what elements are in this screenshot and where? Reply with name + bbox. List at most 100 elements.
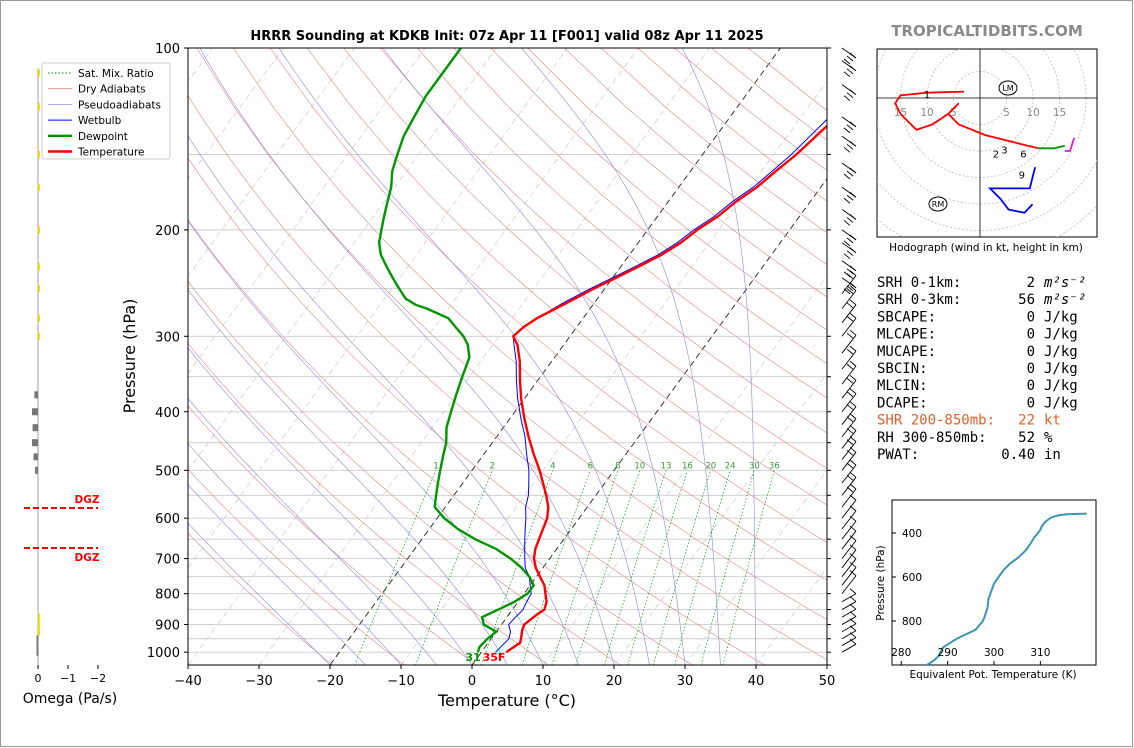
barb-staff — [841, 530, 857, 550]
dry-adiabat — [188, 343, 549, 665]
thetae-x-tick-label: 290 — [938, 647, 958, 659]
wind-barb — [841, 483, 857, 508]
barb-staff — [841, 601, 857, 610]
y-tick-label: 300 — [155, 330, 180, 345]
wind-barb — [841, 329, 857, 354]
barb-flag — [846, 68, 854, 75]
wind-barb — [841, 494, 857, 519]
dry-adiabat — [453, 48, 827, 364]
omega-bar — [36, 642, 39, 650]
barb-flag — [849, 535, 857, 541]
wind-barb — [841, 632, 857, 646]
wind-barb — [841, 242, 857, 260]
mixing-ratio-label: 8 — [615, 461, 620, 471]
barb-flag — [843, 146, 851, 153]
wind-barb — [841, 84, 857, 102]
mixing-ratio-line — [652, 470, 712, 665]
barb-staff — [841, 643, 857, 653]
wind-barb — [841, 553, 857, 577]
barb-flag — [843, 173, 851, 180]
minus20-isotherm — [329, 48, 781, 665]
param-unit: J/kg — [1044, 344, 1078, 360]
moist-adiabat — [681, 48, 757, 665]
wind-barb — [841, 388, 857, 413]
wind-barb — [841, 345, 857, 370]
hodograph-6-9km-segment — [1064, 137, 1076, 152]
param-label: SBCAPE: — [877, 309, 936, 325]
barb-staff — [841, 393, 857, 413]
thetae-panel: 280 290 300 310 400 600 800 — [891, 499, 1097, 666]
barb-flag — [849, 625, 857, 632]
barb-staff — [841, 380, 857, 399]
barb-flag — [849, 632, 857, 638]
barb-flag — [849, 425, 857, 431]
moist-adiabat — [521, 48, 721, 665]
moist-adiabat — [188, 443, 402, 665]
y-tick-label: 600 — [155, 512, 180, 527]
param-value: 0 — [1027, 344, 1035, 360]
barb-flag — [846, 391, 854, 398]
wind-barb — [841, 229, 857, 247]
x-tick-label: 50 — [819, 674, 836, 689]
hodograph-height-label: 2 — [993, 150, 999, 161]
param-value: 0 — [1027, 378, 1035, 394]
barb-staff — [841, 406, 857, 425]
hodograph-9-12km-segment — [987, 166, 1036, 214]
omega-bar — [38, 314, 40, 322]
barb-staff — [841, 317, 857, 337]
zero-isotherm — [471, 177, 827, 665]
dry-adiabat — [188, 532, 333, 665]
omega-bar — [32, 439, 38, 447]
barb-flag — [846, 315, 854, 322]
param-label: SRH 0-3km: — [877, 292, 961, 308]
barb-flag — [846, 439, 854, 445]
barb-flag — [849, 494, 857, 501]
wind-barb — [841, 116, 857, 134]
x-tick-label: −10 — [387, 674, 414, 689]
param-value: 52 — [1018, 430, 1035, 446]
param-label: SHR 200-850mb: — [877, 413, 995, 429]
barb-flag — [849, 459, 857, 466]
wind-barb — [841, 436, 857, 460]
left-mover-marker — [998, 80, 1018, 96]
barb-flag — [843, 220, 851, 226]
skewt-background-lines: 1 2 4 6 8 10 13 16 20 24 30 36 — [188, 48, 827, 665]
param-label: SBCIN: — [877, 361, 928, 377]
barb-flag — [846, 237, 854, 244]
barb-flag — [846, 302, 854, 309]
dry-adiabat — [188, 157, 765, 665]
barb-flag — [849, 247, 857, 254]
mixing-ratio-line — [627, 470, 688, 665]
barb-flag — [849, 611, 857, 617]
x-tick-label: 30 — [677, 674, 694, 689]
isotherm-line — [188, 48, 426, 374]
param-unit: m²s⁻² — [1043, 292, 1086, 308]
barb-flag — [849, 121, 857, 128]
barb-flag — [846, 449, 854, 456]
barb-staff — [841, 630, 857, 640]
barb-staff — [841, 520, 857, 540]
dry-adiabat — [380, 48, 827, 434]
barb-flag — [849, 596, 857, 602]
barb-flag — [843, 253, 851, 260]
barb-flag — [846, 332, 854, 339]
mixing-ratio-label: 36 — [769, 461, 780, 471]
wind-barb — [841, 413, 857, 438]
y-tick-label: 800 — [155, 588, 180, 603]
barb-flag — [849, 234, 857, 241]
moist-adiabat — [188, 484, 366, 665]
barb-flag — [846, 170, 854, 177]
barb-flag — [849, 515, 857, 522]
barb-flag — [846, 288, 854, 294]
omega-bar — [38, 150, 40, 158]
y-tick-label: 500 — [155, 464, 180, 479]
omega-bar — [35, 466, 38, 474]
barb-staff — [841, 452, 857, 471]
mixing-ratio-label: 2 — [490, 461, 495, 471]
wind-barb — [841, 459, 857, 484]
mixing-ratio-label: 24 — [725, 461, 736, 471]
barb-flag — [849, 483, 857, 490]
wind-barb — [841, 471, 857, 496]
